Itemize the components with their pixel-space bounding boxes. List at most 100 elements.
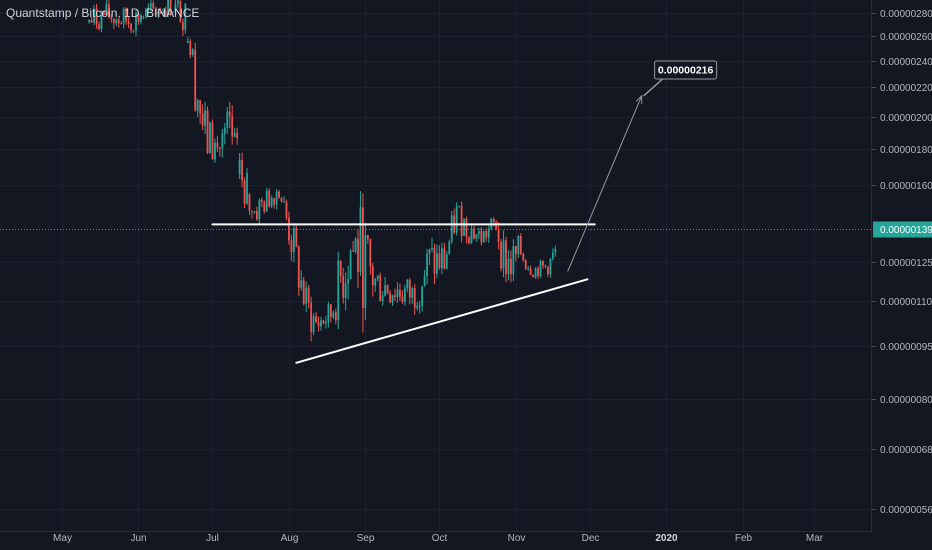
symbol-title[interactable]: Quantstamp / Bitcoin, 1D, BINANCE <box>6 6 199 20</box>
candle-body <box>167 0 169 16</box>
candle-body <box>376 275 379 280</box>
candle <box>411 286 414 304</box>
time-tick-label: Dec <box>582 533 600 544</box>
candle-body <box>194 49 197 111</box>
candle-body <box>307 287 310 303</box>
candle <box>475 234 478 242</box>
candle-body <box>164 10 167 16</box>
candle <box>90 16 93 23</box>
candle-body <box>103 11 105 15</box>
candle-body <box>90 20 93 23</box>
price-tick-label: 0.00000240 <box>880 57 932 68</box>
candle-body <box>236 132 239 139</box>
price-tick-label: 0.00000180 <box>880 145 932 156</box>
time-tick-label: Feb <box>735 533 753 544</box>
time-tick-label: Aug <box>281 533 299 544</box>
price-tick-label: 0.00000200 <box>880 113 932 124</box>
candle <box>169 0 172 16</box>
candle-body <box>547 266 549 275</box>
candle <box>132 30 135 34</box>
candle-body <box>539 260 542 277</box>
candle-body <box>342 275 345 298</box>
candle-body <box>325 322 327 324</box>
candle-body <box>519 235 522 255</box>
candle <box>403 284 406 306</box>
candle <box>401 290 404 305</box>
candle <box>463 218 465 237</box>
candle-body <box>386 285 389 294</box>
candle <box>480 226 483 246</box>
candle-body <box>144 8 147 18</box>
candle-body <box>142 17 145 19</box>
candle-body <box>283 201 285 203</box>
callout-box[interactable] <box>654 60 718 80</box>
candle <box>209 121 211 154</box>
candle <box>477 227 480 240</box>
candle-body <box>470 228 473 244</box>
candle-body <box>371 266 374 286</box>
candle-body <box>177 0 179 4</box>
candle <box>181 18 184 36</box>
candle <box>196 98 199 117</box>
candle-body <box>440 248 443 269</box>
candle-body <box>394 295 396 297</box>
candle-body <box>347 279 350 284</box>
candle-body <box>406 279 409 289</box>
candle <box>100 10 103 33</box>
candle-body <box>292 227 295 252</box>
candle-body <box>93 8 95 23</box>
candle <box>342 267 345 304</box>
candle <box>142 15 145 20</box>
candle <box>255 206 258 221</box>
candle <box>445 250 448 270</box>
candle-body <box>199 100 202 114</box>
current-price-label: 0.00000139 <box>880 225 932 236</box>
candle <box>349 248 352 280</box>
candle <box>433 243 436 285</box>
candle-body <box>206 110 209 153</box>
candle-body <box>502 240 505 269</box>
candle <box>529 265 532 276</box>
price-tick-label: 0.00000110 <box>880 297 932 308</box>
candle-body <box>201 113 204 126</box>
time-tick-label: 2020 <box>655 533 678 544</box>
candle <box>460 201 463 243</box>
candle <box>162 8 165 16</box>
candle <box>544 264 547 269</box>
candle-body <box>473 228 475 239</box>
candle-body <box>514 246 517 254</box>
time-tick-label: Sep <box>357 533 375 544</box>
time-axis[interactable]: May Jun Jul Aug Sep Oct Nov Dec 2020 Feb Mar <box>0 531 872 545</box>
candle <box>127 17 130 29</box>
candle <box>431 237 433 253</box>
candle <box>305 281 308 313</box>
trendline-drawings[interactable]: 0.00000216 <box>0 60 872 364</box>
candle <box>357 229 359 289</box>
candle-body <box>110 17 113 19</box>
candle-body <box>455 206 458 233</box>
candle-body <box>460 206 463 236</box>
candle-body <box>320 320 322 327</box>
candle-body <box>248 194 251 211</box>
candle <box>238 153 241 180</box>
price-axis[interactable]: 0.00000280 0.00000260 0.00000240 0.00000220… <box>871 0 932 532</box>
candle <box>428 248 431 266</box>
candle-body <box>300 280 303 288</box>
candle-body <box>512 246 515 275</box>
time-tick-label: Jun <box>130 533 146 544</box>
candle-body <box>485 230 488 238</box>
projection-arrow[interactable] <box>567 95 643 272</box>
candle <box>194 42 197 112</box>
candle <box>366 234 369 244</box>
price-tick-label: 0.00000280 <box>880 9 932 20</box>
candle <box>551 248 554 261</box>
candle <box>110 14 113 23</box>
candle-body <box>401 296 404 302</box>
candle <box>112 17 115 29</box>
candle-body <box>396 289 399 297</box>
support-line[interactable] <box>295 278 589 364</box>
candle <box>539 259 542 278</box>
price-tick-label: 0.00000160 <box>880 181 932 192</box>
candle-body <box>381 295 384 301</box>
